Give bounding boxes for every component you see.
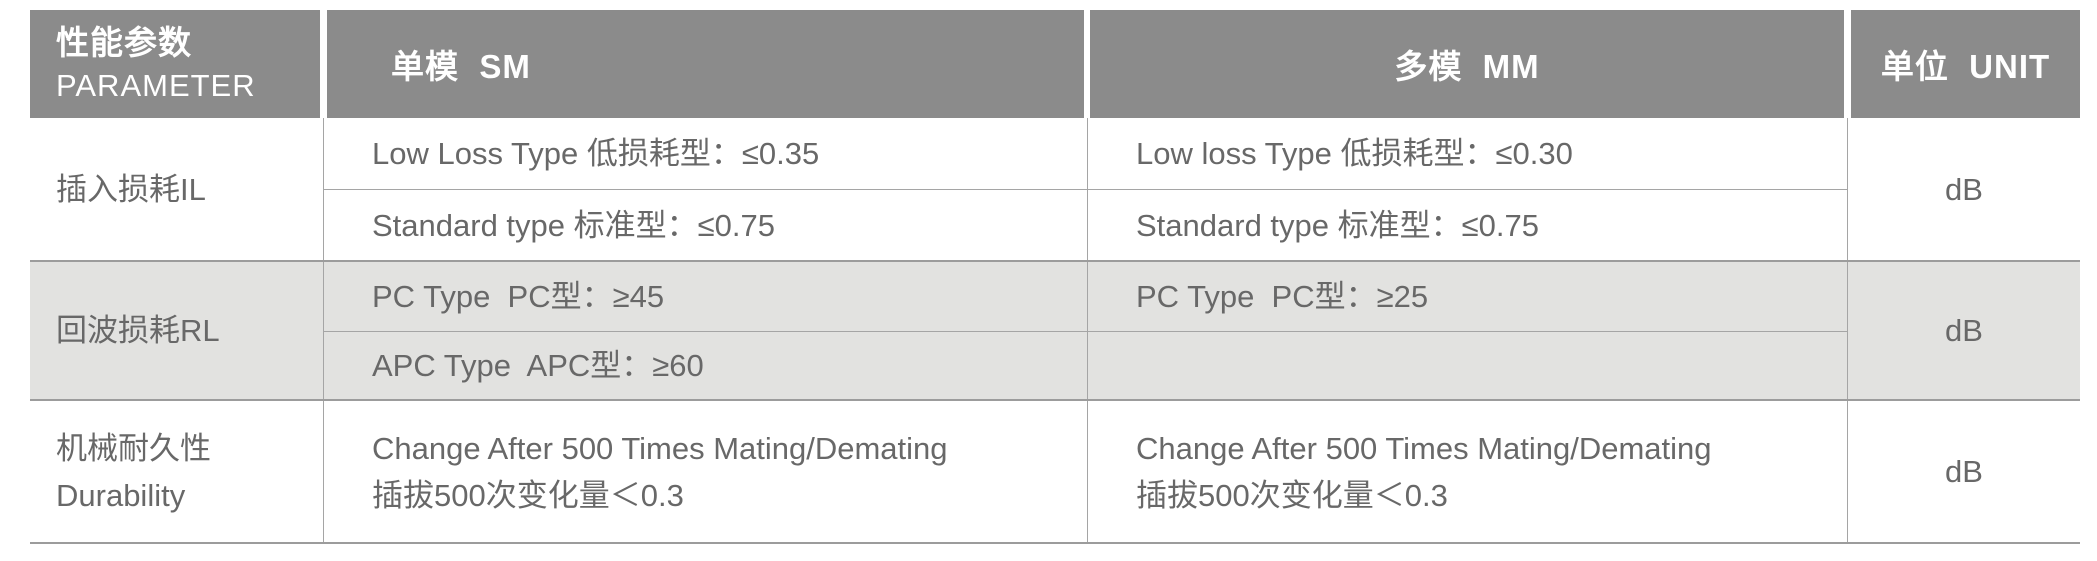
divider-vertical-parameter-sm bbox=[323, 118, 324, 543]
header-cell-multi-mode: 多模 MM bbox=[1090, 10, 1844, 118]
cell-sm-pc-type: PC Type PC型：≥45 bbox=[324, 261, 1087, 331]
param-durability-zh: 机械耐久性 bbox=[56, 430, 211, 466]
header-unit-label: 单位 UNIT bbox=[1880, 48, 2051, 85]
header-cell-unit: 单位 UNIT bbox=[1851, 10, 2080, 118]
cell-mm-pc-type-text: PC Type PC型：≥25 bbox=[1136, 278, 1429, 314]
param-insertion-loss: 插入损耗IL bbox=[30, 118, 323, 261]
divider-il-subrow bbox=[323, 189, 1847, 190]
divider-rl-subrow bbox=[323, 331, 1847, 332]
cell-sm-durability-zh: 插拔500次变化量＜0.3 bbox=[372, 477, 684, 513]
cell-sm-standard-text: Standard type 标准型：≤0.75 bbox=[372, 207, 775, 243]
cell-mm-pc-type: PC Type PC型：≥25 bbox=[1088, 261, 1847, 331]
cell-mm-low-loss-text: Low loss Type 低损耗型：≤0.30 bbox=[1136, 136, 1573, 171]
table-bottom-border bbox=[30, 542, 2080, 544]
unit-insertion-loss: dB bbox=[1848, 118, 2080, 261]
cell-sm-standard: Standard type 标准型：≤0.75 bbox=[324, 189, 1087, 261]
cell-sm-low-loss: Low Loss Type 低损耗型：≤0.35 bbox=[324, 118, 1087, 189]
cell-mm-durability-en: Change After 500 Times Mating/Demating bbox=[1136, 430, 1712, 466]
param-durability: 机械耐久性 Durability bbox=[30, 400, 323, 543]
cell-mm-low-loss: Low loss Type 低损耗型：≤0.30 bbox=[1088, 118, 1847, 189]
divider-section-il-rl bbox=[30, 260, 2080, 262]
cell-sm-apc-type-text: APC Type APC型：≥60 bbox=[372, 348, 704, 383]
unit-return-loss: dB bbox=[1848, 261, 2080, 400]
header-cell-single-mode: 单模 SM bbox=[327, 10, 1084, 118]
cell-mm-standard-text: Standard type 标准型：≤0.75 bbox=[1136, 207, 1539, 243]
cell-sm-durability: Change After 500 Times Mating/Demating 插… bbox=[324, 400, 1087, 543]
cell-sm-durability-en: Change After 500 Times Mating/Demating bbox=[372, 430, 948, 466]
cell-sm-pc-type-text: PC Type PC型：≥45 bbox=[372, 278, 665, 314]
param-durability-en: Durability bbox=[56, 477, 186, 513]
header-parameter-zh: 性能参数 bbox=[56, 24, 192, 61]
param-insertion-loss-label: 插入损耗IL bbox=[56, 172, 206, 207]
param-return-loss: 回波损耗RL bbox=[30, 261, 323, 400]
param-return-loss-label: 回波损耗RL bbox=[56, 313, 220, 348]
cell-sm-low-loss-text: Low Loss Type 低损耗型：≤0.35 bbox=[372, 136, 820, 171]
divider-vertical-sm-mm bbox=[1087, 118, 1088, 543]
unit-insertion-loss-text: dB bbox=[1945, 172, 1983, 207]
cell-sm-apc-type: APC Type APC型：≥60 bbox=[324, 331, 1087, 400]
cell-mm-apc-type bbox=[1088, 331, 1847, 400]
divider-section-rl-durability bbox=[30, 399, 2080, 401]
cell-mm-durability-zh: 插拔500次变化量＜0.3 bbox=[1136, 477, 1448, 513]
divider-vertical-mm-unit bbox=[1847, 118, 1848, 543]
cell-mm-durability: Change After 500 Times Mating/Demating 插… bbox=[1088, 400, 1847, 543]
unit-durability: dB bbox=[1848, 400, 2080, 543]
header-cell-parameter: 性能参数 PARAMETER bbox=[30, 10, 320, 118]
header-single-mode-label: 单模 SM bbox=[391, 48, 531, 85]
unit-return-loss-text: dB bbox=[1945, 313, 1983, 348]
return-loss-row-highlight bbox=[30, 261, 2080, 400]
header-parameter-en: PARAMETER bbox=[56, 68, 256, 103]
unit-durability-text: dB bbox=[1945, 454, 1983, 489]
cell-mm-standard: Standard type 标准型：≤0.75 bbox=[1088, 189, 1847, 261]
header-multi-mode-label: 多模 MM bbox=[1394, 48, 1540, 85]
